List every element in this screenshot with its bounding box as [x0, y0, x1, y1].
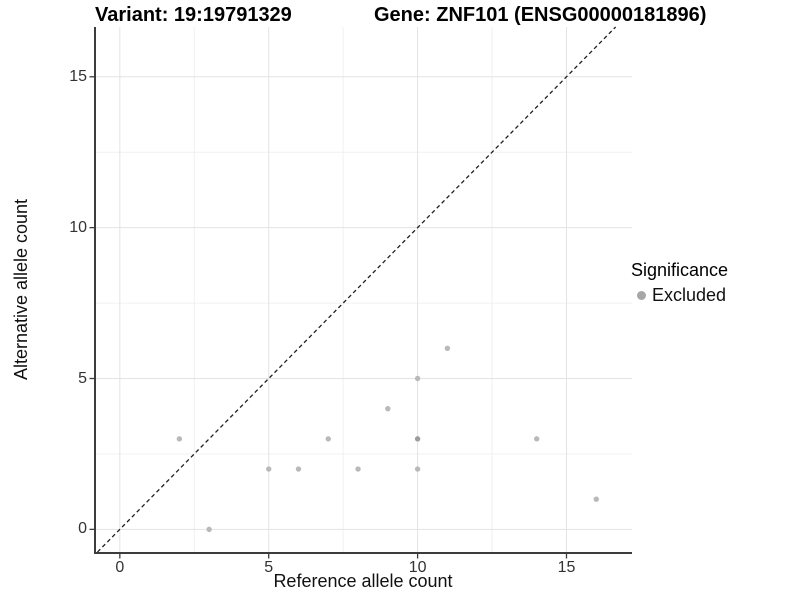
plot-title-variant: Variant: 19:19791329 [95, 4, 292, 26]
data-point [295, 466, 302, 472]
legend-point-icon [637, 291, 646, 300]
x-tick-label: 10 [408, 559, 427, 576]
data-point [385, 405, 391, 412]
y-tick-label: 0 [78, 520, 87, 538]
plot-title-gene: Gene: ZNF101 (ENSG00000181896) [374, 4, 707, 26]
data-point [593, 496, 599, 502]
data-point [414, 466, 421, 472]
y-tick-label: 15 [69, 67, 87, 85]
data-point [444, 345, 451, 352]
legend-entry-excluded: Excluded [631, 285, 799, 306]
x-tick-label: 5 [264, 559, 274, 576]
x-tick-label: 0 [115, 559, 125, 576]
plot-canvas [89, 26, 632, 559]
legend-title: Significance [631, 260, 729, 280]
x-tick-label: 15 [557, 559, 576, 576]
legend-entry-label: Excluded [652, 285, 727, 305]
y-axis-title-wrap: Alternative allele count [5, 27, 39, 552]
data-point [414, 436, 421, 442]
data-point [534, 436, 540, 442]
legend: Significance Excluded [631, 260, 799, 306]
data-point [355, 466, 361, 472]
y-axis-title: Alternative allele count [11, 198, 32, 381]
data-point [325, 436, 331, 442]
data-point [176, 436, 183, 442]
data-point [414, 375, 421, 382]
identity-dashed-line [97, 26, 617, 553]
y-tick-label: 10 [69, 218, 87, 236]
data-point [266, 466, 272, 472]
y-tick-label: 5 [78, 369, 87, 387]
x-axis-title: Reference allele count [273, 571, 453, 591]
plot-panel [89, 26, 632, 559]
data-point [206, 526, 212, 533]
